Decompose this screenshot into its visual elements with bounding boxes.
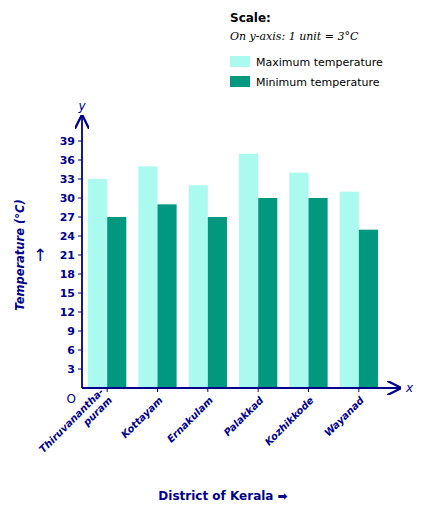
y-tick-label: 21 bbox=[60, 249, 75, 262]
x-tick-label: Kozhikkode bbox=[263, 394, 316, 447]
bar bbox=[208, 217, 227, 388]
x-tick bbox=[107, 388, 108, 392]
legend-label: Minimum temperature bbox=[256, 76, 380, 89]
y-tick-label: 24 bbox=[60, 230, 76, 243]
bar bbox=[138, 166, 157, 388]
y-tick-label: 36 bbox=[60, 154, 76, 167]
bar bbox=[359, 230, 378, 388]
y-tick bbox=[78, 312, 82, 313]
y-tick-label: 30 bbox=[60, 192, 76, 205]
y-axis bbox=[81, 116, 83, 388]
y-tick bbox=[78, 141, 82, 142]
bar bbox=[258, 198, 277, 388]
x-tick-label: Kottayam bbox=[119, 394, 165, 440]
y-arrow: ↑ bbox=[33, 245, 47, 265]
x-tick-label: Thiruvanantha-puram bbox=[37, 386, 114, 463]
x-tick-label: Wayanad bbox=[322, 394, 366, 438]
bar bbox=[340, 192, 359, 388]
bar bbox=[289, 173, 308, 388]
bar bbox=[189, 185, 208, 388]
y-axis-label: Temperature (°C) bbox=[13, 199, 27, 310]
scale-text: On y-axis: 1 unit = 3°C bbox=[230, 30, 359, 43]
x-axis-label: District of Kerala ➡ bbox=[158, 489, 287, 503]
y-tick-label: 27 bbox=[60, 211, 75, 224]
legend-swatch bbox=[230, 56, 250, 67]
bars bbox=[88, 154, 378, 388]
y-tick bbox=[78, 198, 82, 199]
legend: Maximum temperature Minimum temperature bbox=[230, 56, 383, 89]
scale-title: Scale: bbox=[230, 11, 271, 25]
y-tick bbox=[78, 293, 82, 294]
bar bbox=[239, 154, 258, 388]
y-tick-label: 39 bbox=[60, 135, 75, 148]
bar bbox=[107, 217, 126, 388]
x-tick bbox=[207, 388, 208, 392]
bar bbox=[309, 198, 328, 388]
x-tick-label: Palakkad bbox=[222, 394, 266, 438]
y-tick-label: 12 bbox=[60, 306, 75, 319]
legend-label: Maximum temperature bbox=[256, 56, 383, 69]
legend-swatch bbox=[230, 76, 250, 87]
chart: 36912151821242730333639Thiruvanantha-pur… bbox=[0, 0, 426, 521]
y-tick bbox=[78, 217, 82, 218]
y-tick bbox=[78, 369, 82, 370]
y-tick bbox=[78, 350, 82, 351]
x-tick bbox=[358, 388, 359, 392]
y-axis-marker: y bbox=[77, 99, 86, 113]
x-axis-marker: x bbox=[405, 381, 414, 395]
y-tick bbox=[78, 255, 82, 256]
y-tick bbox=[78, 274, 82, 275]
y-tick-label: 3 bbox=[67, 363, 75, 376]
origin-label: O bbox=[67, 392, 76, 406]
x-tick-label: Ernakulam bbox=[165, 394, 215, 444]
y-tick-label: 9 bbox=[67, 325, 75, 338]
x-tick bbox=[258, 388, 259, 392]
y-tick-label: 33 bbox=[60, 173, 75, 186]
y-tick-label: 15 bbox=[60, 287, 75, 300]
y-tick bbox=[78, 160, 82, 161]
y-tick bbox=[78, 236, 82, 237]
y-tick bbox=[78, 179, 82, 180]
x-axis bbox=[82, 387, 400, 389]
y-tick bbox=[78, 331, 82, 332]
bar bbox=[88, 179, 107, 388]
x-tick bbox=[157, 388, 158, 392]
y-tick-label: 18 bbox=[60, 268, 75, 281]
x-tick bbox=[308, 388, 309, 392]
bar bbox=[158, 204, 177, 388]
y-tick-label: 6 bbox=[67, 344, 75, 357]
